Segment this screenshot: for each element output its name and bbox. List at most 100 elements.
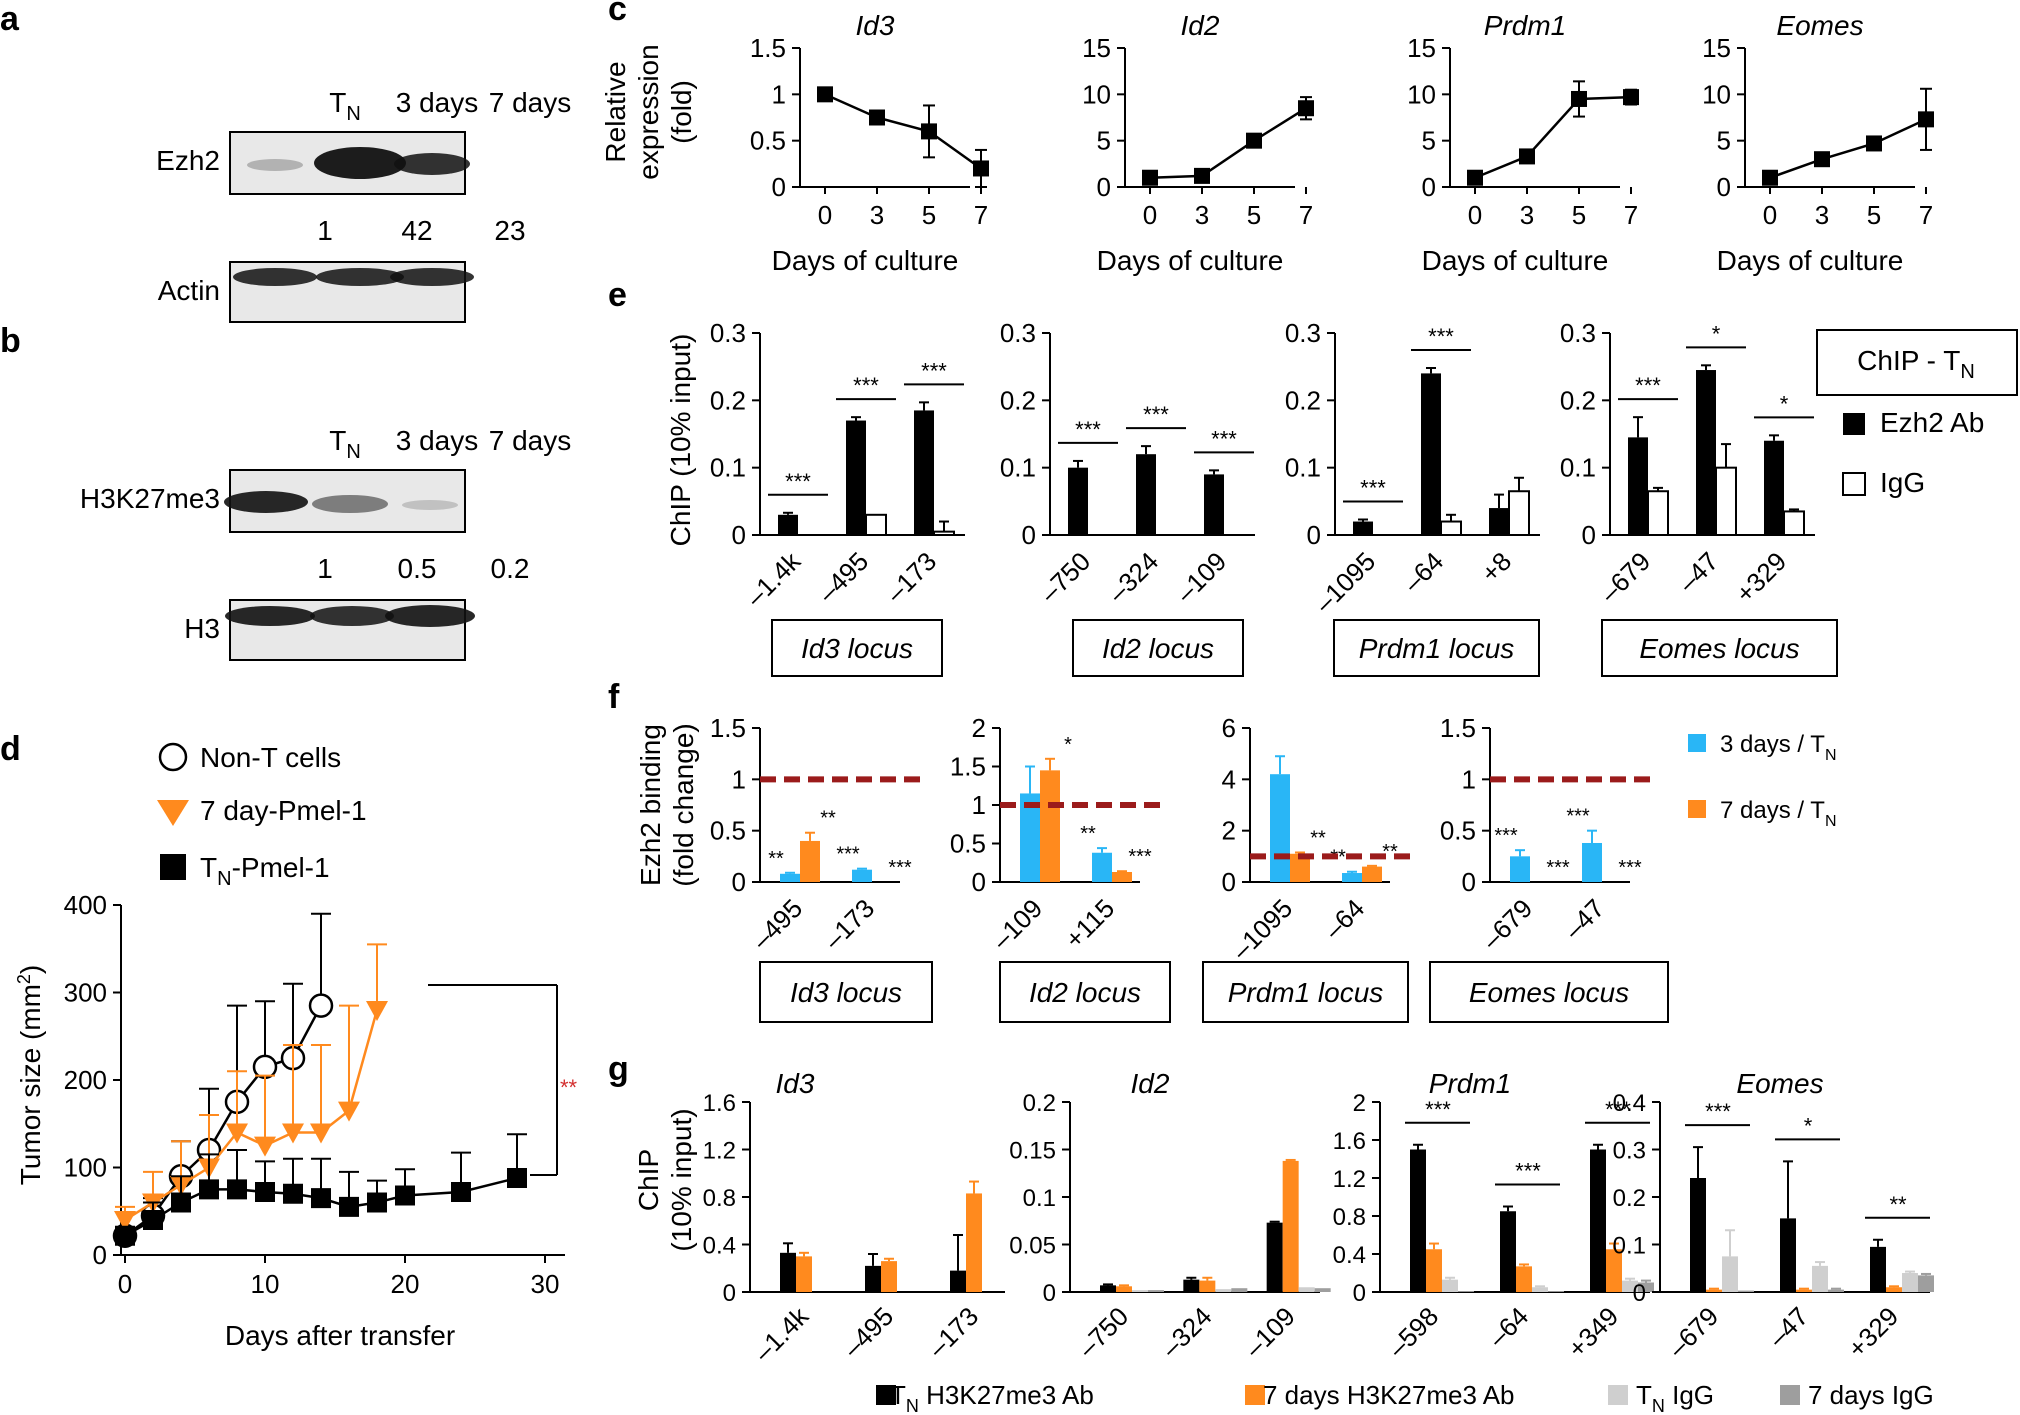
data-point: [226, 1123, 248, 1144]
g-ytick: 1.2: [703, 1138, 736, 1165]
e-ytick: 0.3: [1560, 318, 1596, 348]
e-ytick: 0.1: [1000, 453, 1036, 483]
x-tick: 30: [531, 1269, 560, 1299]
g-ytick: 0.2: [1023, 1090, 1056, 1117]
series-line: [1474, 95, 1632, 179]
bar-3days: [780, 873, 800, 882]
x-tick: 7: [1299, 200, 1313, 230]
data-point: [817, 86, 833, 103]
d-ytick: 100: [64, 1153, 107, 1183]
e-ylabel: ChIP (10% input): [665, 334, 696, 547]
legend-swatch-g-0: [876, 1385, 896, 1405]
d-ytick: 400: [64, 890, 107, 920]
locus-box: [759, 961, 933, 1023]
panel-letter-e: e: [608, 276, 627, 314]
x-tick: –173: [880, 546, 942, 608]
chart-title: Prdm1: [1484, 10, 1566, 41]
bar-3days: [852, 869, 872, 882]
bar-series-0: [950, 1270, 966, 1292]
panel-letter-f: f: [608, 678, 620, 716]
legend-label-TN: TN-Pmel-1: [200, 852, 330, 890]
bar-ezh2: [1764, 440, 1784, 535]
f-ytick: 2: [1222, 816, 1236, 846]
data-point: [171, 1192, 191, 1213]
band: [233, 268, 317, 286]
locus-box: [1601, 619, 1838, 677]
panel-g-chart-Eomes: Eomes 0 0.1 0.2 0.3 0.4 *** –679 * –47 ** +329: [1613, 1068, 1934, 1364]
e-legend-box: [1816, 329, 2018, 396]
panel-letter-d: d: [0, 730, 21, 768]
c-ytick: 0: [772, 172, 786, 202]
legend-swatch-3days: [1688, 734, 1706, 752]
g-ytick: 0: [1353, 1280, 1366, 1307]
x-tick: –679: [1662, 1301, 1724, 1363]
f-ylabel: (fold change): [668, 723, 699, 886]
chart-title: Eomes: [1736, 1068, 1823, 1099]
x-tick: +329: [1730, 546, 1793, 609]
blot-a-quant: 23: [494, 215, 525, 246]
e-ytick: 0: [1022, 520, 1036, 550]
data-point: [451, 1182, 471, 1202]
x-label: Days of culture: [1422, 245, 1609, 276]
legend-swatch-ezh2: [1843, 413, 1865, 435]
x-tick: –47: [1558, 893, 1610, 945]
bar-igg: [1647, 490, 1669, 537]
bar-ezh2: [914, 410, 934, 535]
data-point: [1623, 89, 1639, 106]
g-ytick: 0: [1043, 1280, 1056, 1307]
bar-igg: [1440, 520, 1462, 536]
data-point: [395, 1185, 415, 1206]
band: [310, 606, 394, 626]
x-tick: 7: [1919, 200, 1933, 230]
sig-stars: ***: [1428, 324, 1454, 349]
panel-c-chart-Eomes: Eomes 0 5 10 15 0 3 5 7 Days of culture: [1702, 10, 1934, 276]
bar-series-2: [1532, 1287, 1548, 1292]
legend-label-3days: 3 days / TN: [1720, 731, 1837, 764]
f-ytick: 1.5: [710, 713, 746, 743]
data-point: [1467, 169, 1483, 186]
locus-label: Id2 locus: [1029, 977, 1141, 1008]
c-ylabel: Relative: [600, 61, 631, 162]
blot-a-band2-label: Actin: [158, 275, 220, 306]
bar-ezh2: [1489, 508, 1509, 535]
locus-label: Prdm1 locus: [1228, 977, 1384, 1008]
x-tick: –324: [1155, 1301, 1217, 1363]
bar-series-3: [1548, 1291, 1564, 1292]
x-tick: 0: [818, 200, 832, 230]
chart-title: Id3: [776, 1068, 815, 1099]
locus-box: [1429, 961, 1669, 1023]
e-ytick: 0.1: [1285, 453, 1321, 483]
g-ytick: 0.1: [1613, 1233, 1646, 1260]
bar-series-1: [1606, 1249, 1622, 1292]
bar-series-2: [1215, 1289, 1232, 1292]
bar-3days: [1270, 774, 1290, 882]
bar-7days: [1290, 853, 1310, 882]
sig-stars: ***: [1128, 846, 1152, 868]
bar-series-2: [1298, 1287, 1315, 1292]
c-ylabel: (fold): [666, 80, 697, 144]
d-xlabel: Days after transfer: [225, 1320, 455, 1351]
data-point: [308, 993, 334, 1018]
c-ytick: 15: [1702, 33, 1731, 63]
x-tick: 3: [1195, 200, 1209, 230]
bar-ezh2: [1696, 370, 1716, 535]
band: [225, 606, 315, 626]
panel-e-chart-0: 0 0.1 0.2 0.3 *** –1.4k *** –495 *** –173 Id3 locu…: [710, 318, 965, 677]
bar-series-3: [1148, 1290, 1164, 1292]
f-ytick: 0: [732, 867, 746, 897]
x-tick: –495: [812, 546, 874, 608]
panel-letter-c: c: [608, 0, 627, 28]
bar-igg: [1508, 490, 1530, 537]
band: [247, 159, 303, 171]
c-ytick: 10: [1407, 79, 1436, 109]
blot-a-lane-label: 7 days: [489, 87, 572, 118]
x-tick: –109: [1170, 546, 1232, 608]
data-point: [282, 1123, 304, 1144]
sig-stars: ***: [1360, 476, 1386, 501]
c-ytick: 15: [1407, 33, 1436, 63]
x-tick: –1.4k: [740, 545, 807, 612]
x-tick: 5: [1867, 200, 1881, 230]
blot-b-band2-label: H3: [184, 613, 220, 644]
x-tick: 0: [1143, 200, 1157, 230]
